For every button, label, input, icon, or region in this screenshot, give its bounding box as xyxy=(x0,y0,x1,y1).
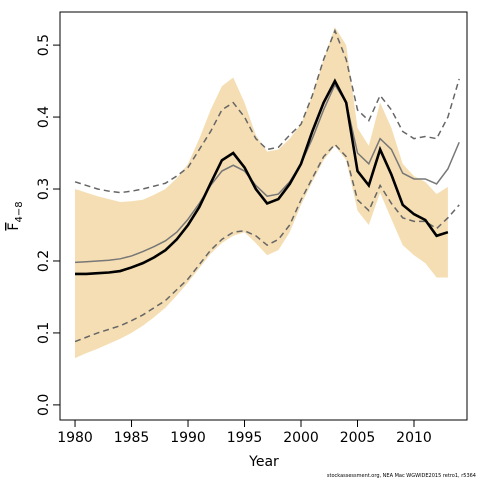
confidence-band xyxy=(75,27,448,359)
y-tick-label: 0.3 xyxy=(36,178,52,200)
y-tick-label: 0.1 xyxy=(36,322,52,344)
x-tick-label: 2005 xyxy=(340,430,376,446)
line xyxy=(74,28,460,194)
x-tick-label: 2010 xyxy=(396,430,432,446)
x-axis-label: Year xyxy=(248,454,279,470)
y-axis-label: F4−8 xyxy=(6,201,25,230)
y-label-text: F4−8 xyxy=(6,201,25,230)
line xyxy=(74,143,460,343)
x-tick-label: 1990 xyxy=(170,430,206,446)
line xyxy=(74,83,460,264)
y-tick-label: 0.2 xyxy=(36,250,52,272)
y-tick-label: 0.5 xyxy=(36,34,52,56)
x-tick-label: 2000 xyxy=(283,430,319,446)
y-tick-label: 0.0 xyxy=(36,394,52,416)
line xyxy=(75,78,449,276)
x-tick-label: 1980 xyxy=(57,430,93,446)
x-tick-label: 1995 xyxy=(227,430,263,446)
footnote: stockassessment.org, NEA Mac WGWIDE2015 … xyxy=(327,473,476,479)
y-label-main: F xyxy=(6,223,22,231)
x-tick-label: 1985 xyxy=(114,430,150,446)
y-tick-label: 0.4 xyxy=(36,106,52,128)
y-label-sub: 4−8 xyxy=(14,201,25,222)
